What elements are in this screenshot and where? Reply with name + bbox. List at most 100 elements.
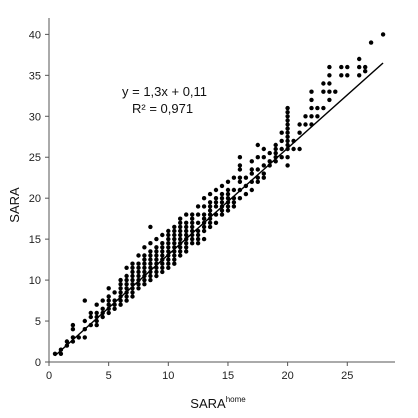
data-point [142,245,147,250]
data-point [148,253,153,258]
data-point [178,232,183,238]
data-point [106,310,111,316]
data-point [178,253,183,258]
data-point [345,73,350,78]
data-point [345,64,350,70]
y-tick-label: 5 [35,316,41,328]
x-axis-title-superscript: home [226,395,247,404]
y-axis-title: SARA [7,187,22,223]
data-point [136,273,141,279]
data-point [219,196,225,201]
data-point [225,196,231,201]
data-point [237,163,243,168]
data-point [315,114,320,119]
data-point [178,249,183,254]
data-point [195,220,201,225]
data-point [201,216,207,221]
data-point [279,130,284,135]
data-point [118,282,123,287]
data-point [148,277,153,283]
x-tick-label: 5 [106,370,112,382]
data-point [285,122,290,127]
data-point [130,273,135,279]
data-point [160,261,165,266]
data-point [261,146,266,152]
data-point [195,212,201,217]
data-point [297,122,302,127]
data-point [285,118,290,123]
data-point [261,171,266,176]
data-point [249,167,254,172]
x-tick-label: 15 [222,370,234,382]
data-point [237,167,243,172]
data-point [207,220,213,225]
data-point [285,130,290,135]
data-point [94,310,99,316]
data-point [190,224,195,230]
data-point [267,150,272,156]
data-point [118,302,123,307]
data-point [124,273,129,279]
x-axis-title: SARAhome [190,395,246,411]
data-point [172,228,177,234]
data-point [195,241,201,246]
data-point [357,56,362,62]
data-point [279,155,284,160]
data-point [154,273,159,279]
data-point [142,282,147,287]
data-point [303,122,308,127]
data-point [82,318,88,324]
data-point [327,89,332,94]
data-point [357,64,362,70]
x-axis-ticks: 0 5 10 15 20 25 [46,362,353,382]
data-point [106,286,111,291]
data-point [166,245,171,250]
x-tick-label: 0 [46,370,52,382]
data-point [160,232,165,238]
data-point [315,105,320,111]
data-point [285,105,290,111]
data-point [172,224,177,230]
y-tick-label: 0 [35,357,41,369]
data-point [291,146,296,152]
data-point [88,310,94,316]
data-point [219,200,225,205]
data-point [190,220,195,225]
data-point [166,261,171,266]
data-point [201,212,207,217]
data-points [52,32,386,356]
data-point [172,253,177,258]
data-point [136,286,141,291]
data-point [261,175,266,180]
x-tick-label: 25 [341,370,353,382]
data-point [201,228,207,234]
data-point [154,269,159,275]
data-point [112,306,117,311]
data-point [380,32,386,37]
data-point [172,257,177,262]
data-point [160,245,165,250]
data-point [148,224,153,230]
y-tick-label: 10 [29,275,41,287]
data-point [327,81,332,86]
data-point [309,97,314,103]
data-point [327,97,332,103]
data-point [142,261,147,266]
data-point [285,138,290,144]
data-point [160,265,165,270]
data-point [309,105,314,111]
data-point [309,89,314,94]
data-point [219,212,225,217]
y-tick-label: 40 [29,29,41,41]
data-point [219,191,225,197]
data-point [100,306,105,311]
data-point [130,269,135,275]
data-point [166,228,171,234]
data-point [243,175,249,180]
data-point [136,253,141,258]
data-point [231,204,237,209]
data-point [166,265,171,270]
data-point [213,187,219,193]
data-point [184,220,189,225]
data-point [261,163,266,168]
